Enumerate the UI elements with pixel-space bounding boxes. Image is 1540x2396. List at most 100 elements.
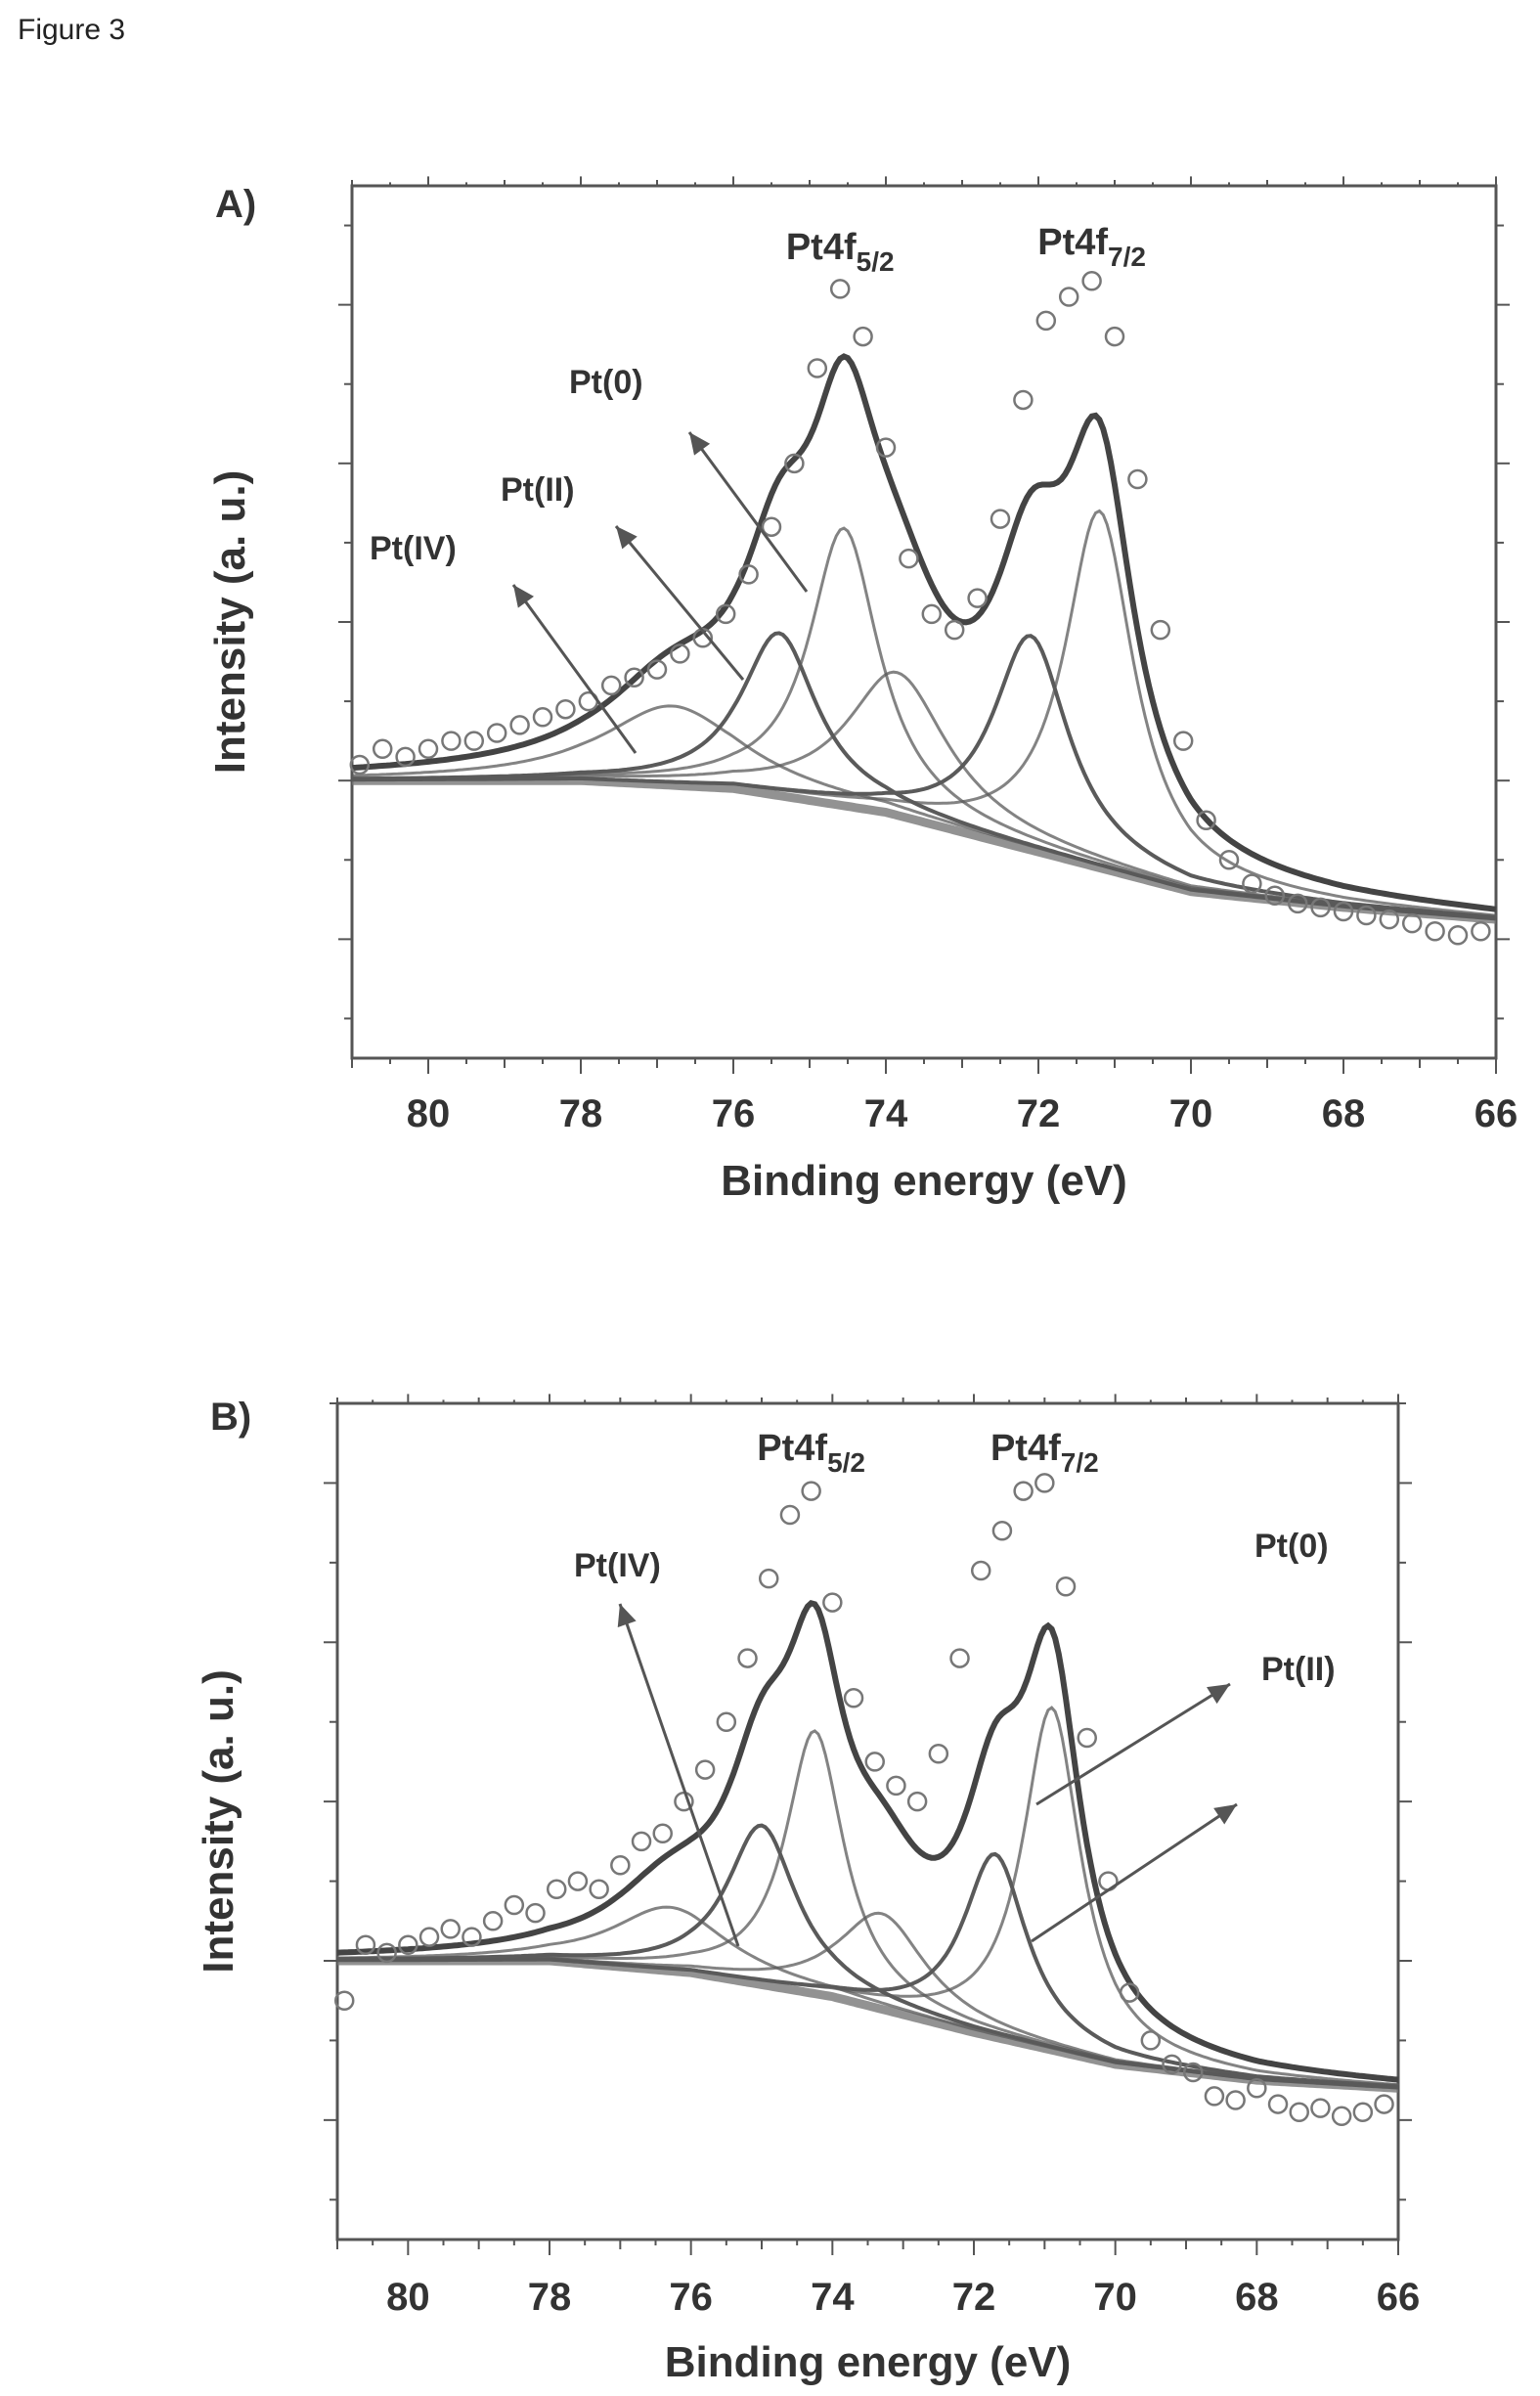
data-point	[631, 1831, 652, 1852]
data-point	[670, 643, 690, 664]
data-point	[1013, 389, 1034, 411]
y-axis-label: Intensity (a. u.)	[206, 470, 254, 774]
data-point	[864, 1752, 885, 1772]
data-point	[1471, 921, 1491, 942]
envelope-curve	[351, 353, 1497, 912]
plot-frame	[335, 1401, 1400, 2241]
panel-label: A)	[215, 183, 256, 226]
data-point	[1225, 2090, 1246, 2110]
data-point	[441, 731, 462, 751]
annotation-label: Pt(II)	[1261, 1651, 1336, 1688]
data-point	[1287, 893, 1308, 914]
data-point	[990, 509, 1011, 529]
data-point	[715, 603, 736, 625]
data-point	[509, 715, 530, 735]
data-point	[600, 675, 622, 696]
x-tick-label: 80	[386, 2276, 430, 2319]
data-point	[944, 619, 965, 641]
data-point	[462, 1927, 482, 1947]
data-point	[418, 738, 439, 759]
component-curve-1	[337, 1729, 1399, 2089]
annotation-arrowhead	[1207, 1684, 1230, 1705]
data-point	[1058, 287, 1079, 307]
data-point	[1055, 1576, 1077, 1597]
data-point	[486, 723, 507, 743]
peak-label: Pt4f5/2	[757, 1428, 865, 1478]
data-point	[1333, 901, 1354, 922]
data-point	[440, 1919, 461, 1939]
envelope-curve	[336, 1599, 1399, 2083]
data-point	[694, 1759, 716, 1780]
annotation-arrow-line	[1035, 1682, 1231, 1806]
data-point	[525, 1902, 546, 1924]
data-point	[928, 1744, 949, 1764]
data-point	[1150, 619, 1171, 641]
annotation-arrowhead	[617, 1604, 637, 1628]
data-point	[504, 1894, 525, 1916]
component-curve-5	[336, 1905, 1399, 2090]
x-tick-label: 70	[1169, 1092, 1213, 1135]
x-tick-label: 78	[528, 2276, 572, 2319]
data-point	[1425, 921, 1445, 942]
x-tick-label: 72	[952, 2276, 996, 2319]
data-point	[555, 698, 576, 720]
data-point	[991, 1521, 1013, 1541]
data-point	[532, 707, 553, 728]
component-curve-1	[352, 526, 1497, 920]
data-point	[1310, 2098, 1331, 2118]
chart-panel-b: 80 78 76 74 72 70 68 66 B) Binding energy (eV) Int…	[195, 1394, 1420, 2386]
data-point	[1104, 326, 1125, 347]
data-point	[875, 437, 897, 458]
data-point	[822, 1592, 843, 1613]
data-point	[1352, 2102, 1374, 2122]
data-point	[395, 746, 416, 768]
y-axis-label: Intensity (a. u.)	[195, 1669, 242, 1973]
x-tick-label: 74	[811, 2276, 855, 2319]
annotation-label: Pt(0)	[569, 364, 643, 401]
data-point	[355, 1934, 376, 1955]
data-point	[1013, 1481, 1034, 1501]
peak-label: Pt4f7/2	[990, 1428, 1099, 1478]
data-point	[886, 1775, 906, 1797]
data-point	[807, 358, 828, 378]
data-point	[761, 516, 782, 537]
data-point	[738, 564, 759, 585]
data-point	[1242, 873, 1262, 894]
data-point	[1331, 2106, 1352, 2127]
data-point	[546, 1879, 567, 1899]
data-point	[949, 1648, 970, 1668]
data-point	[1267, 2094, 1289, 2114]
data-point	[482, 1911, 504, 1931]
data-point	[372, 738, 393, 759]
data-point	[624, 667, 644, 688]
component-curve-0	[337, 1706, 1399, 2087]
data-point	[567, 1871, 589, 1891]
annotation-arrowhead	[1213, 1804, 1237, 1825]
data-point	[589, 1879, 609, 1899]
data-point	[967, 588, 988, 608]
data-point	[921, 603, 943, 625]
data-point	[906, 1791, 928, 1812]
x-tick-label: 66	[1474, 1092, 1518, 1135]
component-curve-3	[337, 1823, 1399, 2090]
peak-label: Pt4f7/2	[1037, 222, 1146, 272]
x-tick-label: 66	[1377, 2276, 1421, 2319]
data-point	[899, 548, 919, 569]
data-point	[1162, 2054, 1182, 2075]
figure-label: Figure 3	[18, 14, 126, 46]
data-point	[1218, 850, 1240, 870]
annotation-arrowhead	[513, 585, 535, 608]
annotation-arrow-line	[1031, 1802, 1238, 1943]
data-point	[1204, 2086, 1225, 2107]
data-point	[418, 1927, 440, 1947]
data-point	[843, 1688, 864, 1708]
data-point	[1264, 885, 1286, 907]
data-point	[1172, 731, 1194, 751]
component-curve-5	[351, 704, 1497, 920]
annotation-label: Pt(IV)	[370, 530, 457, 567]
data-point	[779, 1504, 801, 1526]
data-point	[716, 1711, 737, 1732]
x-axis-label: Binding energy (eV)	[721, 1157, 1127, 1205]
data-point	[1035, 310, 1057, 332]
